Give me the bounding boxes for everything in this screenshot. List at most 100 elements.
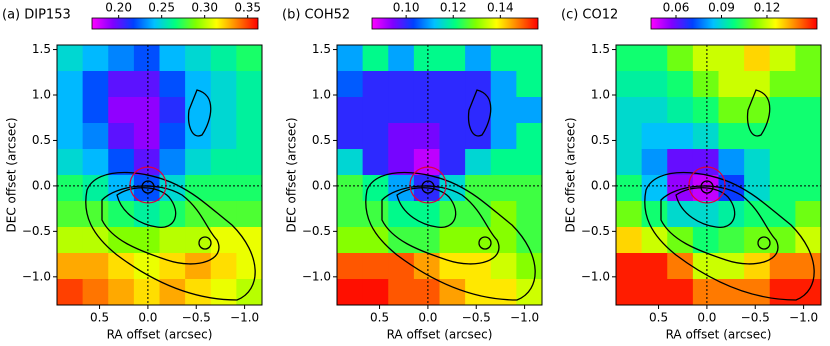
heatmap-cell: [667, 253, 694, 280]
x-tick-label: 0.5: [370, 311, 389, 325]
heatmap-cell: [210, 175, 237, 202]
heatmap-cell: [82, 123, 109, 150]
heatmap-cell: [769, 227, 796, 254]
heatmap-cell: [769, 71, 796, 98]
heatmap-cell: [185, 149, 212, 176]
colorbar-tick-label: 0.30: [191, 1, 218, 15]
heatmap-cell: [692, 45, 719, 72]
x-tick-label: 0.0: [418, 311, 437, 325]
heatmap-cell: [388, 149, 415, 176]
heatmap-cell: [616, 71, 643, 98]
heatmap-cell: [57, 149, 84, 176]
y-tick-label: 0.0: [591, 178, 610, 192]
heatmap-cell: [616, 201, 643, 228]
contour: [746, 89, 771, 137]
heatmap-cell: [465, 71, 492, 98]
heatmap-cell: [57, 227, 84, 254]
heatmap-cell: [616, 45, 643, 72]
heatmap-cell: [210, 97, 237, 124]
heatmap-cell: [795, 123, 822, 150]
heatmap-cell: [465, 253, 492, 280]
heatmap-cell: [439, 253, 466, 280]
heatmap-cell: [337, 279, 364, 306]
contour: [478, 236, 492, 250]
heatmap-cell: [516, 253, 543, 280]
heatmap-cell: [82, 279, 109, 306]
heatmap-cell: [185, 45, 212, 72]
heatmap-cell: [82, 227, 109, 254]
heatmap-cell: [641, 149, 668, 176]
y-tick-label: −0.5: [302, 224, 331, 238]
heatmap-cell: [439, 149, 466, 176]
y-tick-label: 1.5: [591, 42, 610, 56]
heatmap-cell: [362, 123, 389, 150]
y-tick-label: −0.5: [22, 224, 51, 238]
heatmap-cell: [236, 279, 263, 306]
heatmap-cell: [388, 45, 415, 72]
heatmap-cell: [769, 45, 796, 72]
heatmap-cell: [133, 201, 160, 228]
heatmap-cell: [516, 279, 543, 306]
y-tick-label: 0.5: [312, 133, 331, 147]
colorbar-tick-label: 0.09: [708, 1, 735, 15]
heatmap-cell: [210, 71, 237, 98]
heatmap-cell: [795, 45, 822, 72]
colorbar-tick-label: 0.14: [487, 1, 514, 15]
heatmap-cell: [490, 97, 517, 124]
heatmap-cell: [337, 227, 364, 254]
heatmap-cell: [159, 227, 186, 254]
heatmap-cell: [236, 71, 263, 98]
colorbar-tick-label: 0.10: [393, 1, 420, 15]
heatmap-cell: [641, 279, 668, 306]
heatmap-cell: [692, 71, 719, 98]
heatmap-cell: [516, 71, 543, 98]
heatmap-cell: [641, 97, 668, 124]
heatmap-cell: [337, 149, 364, 176]
x-tick-label: −1.0: [789, 311, 818, 325]
x-tick-label: 0.0: [138, 311, 157, 325]
panel-title: (a) DIP153: [2, 8, 71, 23]
x-axis-label: RA offset (arcsec): [666, 328, 772, 342]
heatmap-cell: [616, 227, 643, 254]
axes-frame: [615, 44, 822, 306]
heatmap-cell: [641, 71, 668, 98]
heatmap-cell: [516, 45, 543, 72]
x-axis-label: RA offset (arcsec): [387, 328, 493, 342]
heatmap-cell: [82, 253, 109, 280]
x-tick-label: 0.5: [90, 311, 109, 325]
heatmap-cell: [769, 201, 796, 228]
heatmap-cell: [57, 279, 84, 306]
heatmap-cell: [210, 149, 237, 176]
heatmap-cell: [490, 71, 517, 98]
x-tick-label: −0.5: [182, 311, 211, 325]
heatmap-cell: [108, 97, 135, 124]
heatmap-cell: [795, 97, 822, 124]
heatmap-cell: [210, 45, 237, 72]
heatmap-cell: [57, 253, 84, 280]
heatmap-cell: [57, 175, 84, 202]
y-tick-label: 0.0: [32, 178, 51, 192]
heatmap-cell: [413, 279, 440, 306]
y-tick-label: 1.0: [32, 88, 51, 102]
heatmap-cell: [185, 253, 212, 280]
colorbar-tick-label: 0.06: [663, 1, 690, 15]
heatmap-cell: [185, 279, 212, 306]
heatmap-cell: [616, 253, 643, 280]
contour: [467, 89, 492, 137]
heatmap-cell: [337, 71, 364, 98]
colorbar: [650, 17, 818, 30]
heatmap-cell: [57, 97, 84, 124]
heatmap-cell: [692, 253, 719, 280]
heatmap-cell: [108, 45, 135, 72]
heatmap-cell: [718, 71, 745, 98]
heatmap-cell: [362, 71, 389, 98]
y-axis-label: DEC offset (arcsec): [5, 118, 19, 233]
contour: [85, 171, 256, 301]
heatmap-cell: [744, 71, 771, 98]
heatmap-cell: [57, 71, 84, 98]
heatmap-cell: [769, 175, 796, 202]
heatmap-cell: [236, 149, 263, 176]
heatmap-cell: [388, 123, 415, 150]
heatmap-cell: [465, 279, 492, 306]
heatmap-cell: [133, 253, 160, 280]
